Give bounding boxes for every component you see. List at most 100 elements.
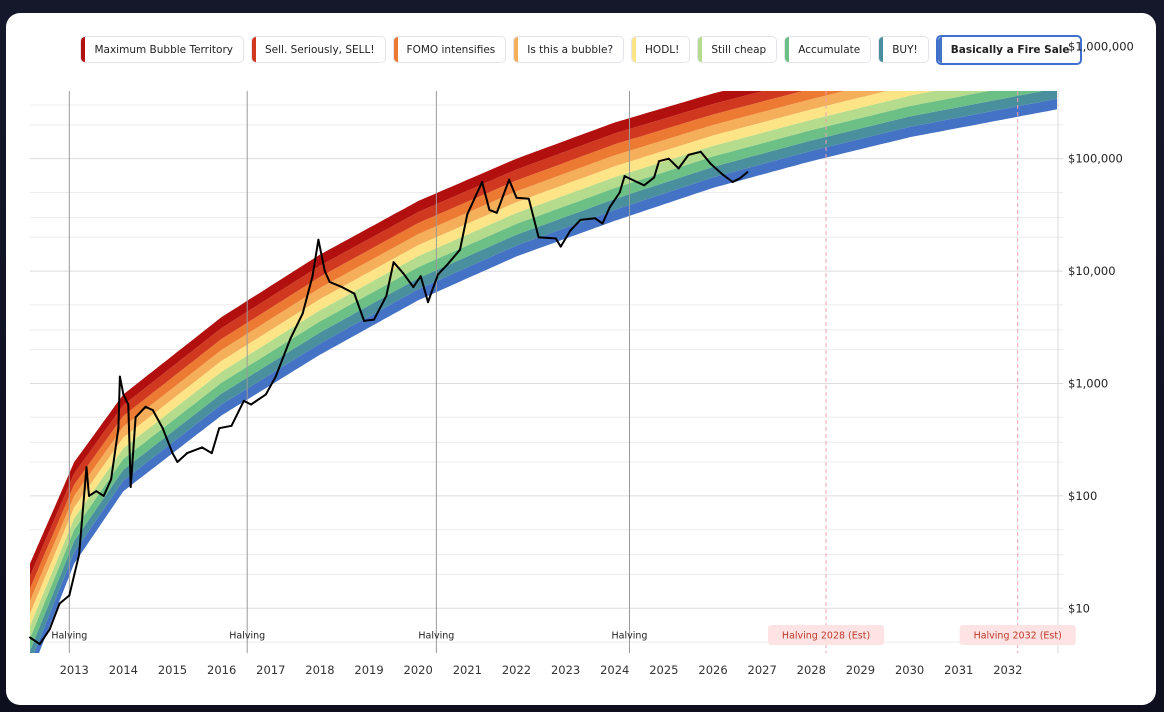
band-hodl-	[30, 91, 935, 626]
price-point	[68, 594, 71, 597]
legend-swatch	[81, 37, 86, 62]
price-point	[709, 162, 712, 165]
y-tick-label: $1,000,000	[1068, 39, 1134, 53]
legend-label: Sell. Seriously, SELL!	[264, 43, 375, 56]
legend-label: Is this a bubble?	[527, 43, 614, 56]
price-point	[317, 238, 320, 241]
halving-label: Halving	[612, 631, 648, 642]
price-point	[129, 486, 132, 488]
legend-item[interactable]: Still cheap	[697, 36, 778, 63]
price-point	[110, 478, 113, 481]
price-point	[419, 275, 422, 278]
x-tick-label: 2020	[404, 663, 433, 677]
price-point	[242, 399, 245, 402]
price-point	[218, 427, 221, 430]
price-point	[466, 213, 469, 216]
y-tick-label: $1,000	[1068, 376, 1108, 390]
x-tick-label: 2014	[109, 663, 138, 677]
price-point	[459, 248, 461, 251]
price-point	[250, 403, 253, 406]
halving-badge	[767, 625, 885, 645]
price-point	[144, 405, 147, 408]
price-point	[667, 157, 670, 160]
y-tick-label: $100,000	[1068, 152, 1123, 166]
price-point	[739, 177, 742, 180]
price-point	[363, 319, 366, 322]
price-point	[323, 270, 326, 273]
price-point	[230, 424, 233, 427]
price-point	[341, 286, 343, 289]
price-point	[201, 446, 203, 449]
price-point	[515, 196, 518, 199]
legend-item[interactable]: Basically a Fire Sale	[935, 35, 1082, 65]
price-point	[151, 409, 154, 412]
x-tick-label: 2025	[649, 663, 678, 677]
price-point	[373, 318, 375, 321]
price-point	[176, 461, 179, 463]
price-point	[436, 273, 439, 276]
x-tick-label: 2023	[551, 663, 580, 677]
x-tick-label: 2022	[502, 663, 531, 677]
rainbow-bands	[30, 91, 1057, 653]
price-point	[161, 427, 164, 430]
legend-item[interactable]: Is this a bubble?	[513, 36, 625, 63]
legend-item[interactable]: Accumulate	[784, 36, 872, 63]
price-point	[48, 628, 51, 631]
legend-label: Still cheap	[711, 43, 767, 56]
price-point	[38, 643, 41, 646]
price-point	[301, 312, 304, 315]
price-point	[210, 452, 213, 455]
price-point	[623, 175, 626, 178]
price-point	[658, 160, 660, 163]
price-point	[171, 452, 174, 455]
halving-badge	[959, 625, 1076, 645]
x-tick-label: 2016	[207, 663, 236, 677]
price-point	[554, 237, 557, 240]
legend-label: Accumulate	[798, 43, 861, 56]
legend-label: HODL!	[645, 43, 680, 56]
y-axis-ticks: $10 $100 $1,000 $10,000 $100,000 $1,000,000	[1068, 39, 1134, 615]
price-point	[608, 206, 611, 209]
price-point	[328, 281, 331, 283]
legend-item[interactable]: Sell. Seriously, SELL!	[250, 36, 386, 63]
price-point	[594, 217, 597, 220]
x-tick-label: 2021	[453, 663, 482, 677]
price-point	[559, 245, 562, 248]
x-tick-label: 2032	[993, 663, 1022, 677]
price-point	[392, 261, 395, 264]
legend-item[interactable]: BUY!	[878, 36, 929, 63]
price-point	[643, 184, 646, 187]
legend-item[interactable]: Maximum Bubble Territory	[80, 36, 244, 63]
halving-label: Halving	[418, 631, 454, 642]
x-tick-label: 2017	[256, 663, 285, 677]
legend-item[interactable]: HODL!	[631, 36, 691, 63]
x-tick-label: 2024	[600, 663, 629, 677]
price-point	[289, 337, 292, 340]
legend-swatch	[632, 37, 637, 62]
x-tick-label: 2015	[158, 663, 187, 677]
chart-card: Maximum Bubble Territory Sell. Seriously,…	[6, 13, 1156, 705]
legend-swatch	[937, 37, 942, 63]
price-point	[95, 490, 98, 493]
halving-label: Halving 2032 (Est)	[974, 631, 1062, 642]
price-point	[731, 181, 734, 183]
price-point	[311, 275, 314, 278]
rainbow-chart: Halving Halving Halving Halving Halving 2028…	[29, 39, 1134, 677]
x-axis-ticks: 2013 2014 2015 2016 2017 2018 2019 2020 2021 2022…	[60, 663, 1023, 677]
x-tick-label: 2031	[944, 663, 973, 677]
price-point	[427, 301, 429, 304]
legend-label: FOMO intensifies	[406, 43, 496, 56]
price-point	[687, 153, 690, 156]
legend-label: BUY!	[892, 43, 918, 56]
price-point	[618, 191, 621, 194]
y-tick-label: $10	[1068, 601, 1090, 615]
halving-markers: Halving Halving Halving Halving Halving 2028…	[51, 91, 1076, 653]
legend-swatch	[514, 37, 519, 62]
price-point	[635, 181, 638, 183]
price-point	[601, 222, 604, 225]
legend-swatch	[251, 37, 256, 62]
legend-item[interactable]: FOMO intensifies	[392, 36, 507, 63]
x-tick-label: 2019	[354, 663, 383, 677]
price-point	[102, 494, 105, 497]
legend-swatch	[879, 37, 884, 62]
